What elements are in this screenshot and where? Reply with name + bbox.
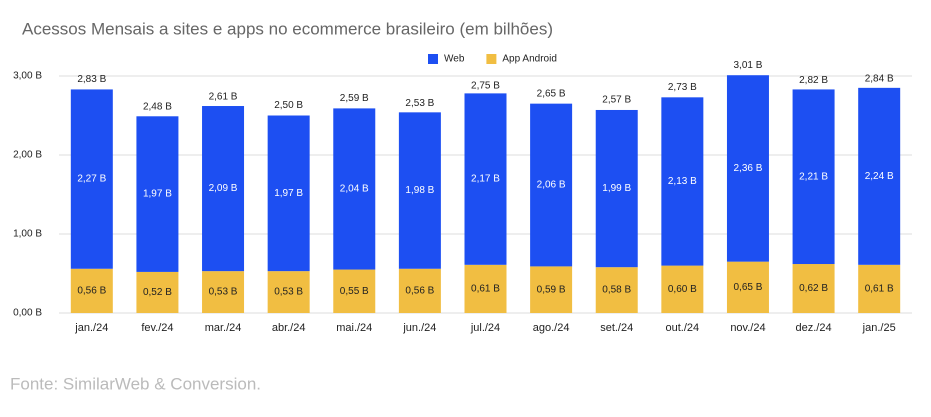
value-label: 0,62 B [799, 283, 828, 294]
total-label: 2,50 B [274, 100, 303, 111]
value-label: 0,59 B [537, 284, 566, 295]
bar-segment [464, 93, 507, 265]
total-label: 2,75 B [471, 80, 500, 91]
legend-label: App Android [502, 54, 557, 65]
x-tick-label: jan./24 [74, 322, 108, 334]
y-tick-label: 2,00 B [13, 150, 42, 161]
value-label: 0,53 B [209, 287, 238, 298]
bar-segment [858, 87, 901, 265]
bar-segment [70, 89, 113, 269]
value-label: 2,04 B [340, 184, 369, 195]
x-tick-label: dez./24 [796, 322, 832, 334]
bar-segment [333, 269, 376, 313]
bar-segment [661, 97, 704, 266]
value-label: 0,55 B [340, 286, 369, 297]
value-label: 2,13 B [668, 176, 697, 187]
bar-segment [333, 108, 376, 270]
total-label: 3,01 B [734, 60, 763, 71]
bar-segment [267, 271, 310, 313]
value-label: 0,60 B [668, 284, 697, 295]
chart-title: Acessos Mensais a sites e apps no ecomme… [22, 19, 553, 38]
value-label: 2,36 B [734, 163, 763, 174]
source-note: Fonte: SimilarWeb & Conversion. [10, 374, 261, 393]
bar-segment [267, 115, 310, 272]
value-label: 1,98 B [405, 185, 434, 196]
x-tick-label: out./24 [666, 322, 700, 334]
value-label: 0,61 B [865, 284, 894, 295]
bar-segment [70, 268, 113, 313]
x-tick-label: ago./24 [533, 322, 570, 334]
total-label: 2,65 B [537, 88, 566, 99]
bar-segment [595, 267, 638, 313]
y-tick-label: 0,00 B [13, 308, 42, 319]
total-label: 2,83 B [77, 74, 106, 85]
total-label: 2,57 B [602, 95, 631, 106]
total-label: 2,48 B [143, 102, 172, 113]
value-label: 1,97 B [274, 188, 303, 199]
value-label: 2,21 B [799, 171, 828, 182]
x-tick-label: mai./24 [336, 322, 372, 334]
value-label: 0,56 B [405, 286, 434, 297]
total-label: 2,53 B [405, 98, 434, 109]
x-tick-label: set./24 [600, 322, 633, 334]
value-label: 0,53 B [274, 287, 303, 298]
x-tick-label: abr./24 [272, 322, 306, 334]
bar-segment [726, 75, 769, 262]
bar-segment [530, 103, 573, 267]
y-tick-label: 3,00 B [13, 71, 42, 82]
legend-label: Web [444, 54, 465, 65]
bar-segment [792, 89, 835, 265]
bar-segment [398, 112, 441, 269]
value-label: 2,09 B [209, 183, 238, 194]
value-label: 2,06 B [537, 180, 566, 191]
x-tick-label: fev./24 [141, 322, 173, 334]
value-label: 2,17 B [471, 174, 500, 185]
legend-swatch [428, 54, 438, 64]
total-label: 2,84 B [865, 73, 894, 84]
x-tick-label: jan./25 [862, 322, 896, 334]
value-label: 0,56 B [77, 286, 106, 297]
value-label: 0,61 B [471, 284, 500, 295]
value-label: 2,24 B [865, 171, 894, 182]
y-tick-label: 1,00 B [13, 229, 42, 240]
x-tick-label: jun./24 [402, 322, 436, 334]
bar-segment [726, 261, 769, 313]
value-label: 0,58 B [602, 285, 631, 296]
value-label: 1,99 B [602, 183, 631, 194]
bar-segment [202, 271, 245, 313]
bar-segment [202, 106, 245, 272]
bar-segment [136, 116, 179, 272]
bar-segment [398, 268, 441, 313]
bar-segment [792, 264, 835, 313]
legend-swatch [486, 54, 497, 64]
total-label: 2,73 B [668, 82, 697, 93]
x-tick-label: mar./24 [205, 322, 242, 334]
bar-segment [595, 109, 638, 268]
x-tick-label: nov./24 [730, 322, 765, 334]
value-label: 0,65 B [734, 282, 763, 293]
bar-segment [661, 265, 704, 313]
bar-segment [530, 266, 573, 313]
bar-segment [858, 264, 901, 313]
value-label: 2,27 B [77, 174, 106, 185]
total-label: 2,59 B [340, 93, 369, 104]
bar-segment [136, 271, 179, 313]
x-tick-label: jul./24 [470, 322, 500, 334]
value-label: 1,97 B [143, 189, 172, 200]
value-label: 0,52 B [143, 287, 172, 298]
total-label: 2,82 B [799, 75, 828, 86]
total-label: 2,61 B [209, 91, 238, 102]
bar-segment [464, 264, 507, 313]
